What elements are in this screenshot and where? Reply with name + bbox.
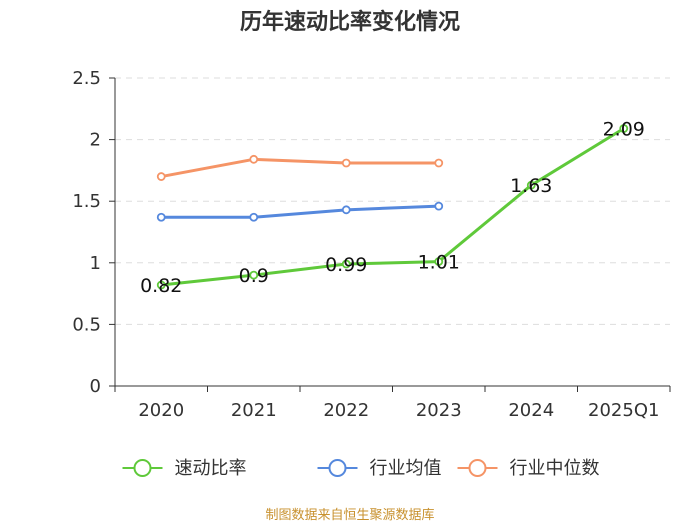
axes: 0 0.5 1 1.5 2 2.5 2020 2021 2022 2023 2024 2025Q1 xyxy=(72,68,671,421)
source-note: 制图数据来自恒生聚源数据库 xyxy=(265,507,434,523)
grid-lines xyxy=(115,77,670,325)
legend-label: 行业均值 xyxy=(370,458,442,479)
data-point xyxy=(249,212,259,222)
y-tick-label: 2.5 xyxy=(72,68,101,89)
legend-item[interactable]: 行业中位数 xyxy=(457,458,600,479)
data-label: 0.99 xyxy=(325,254,367,276)
data-point xyxy=(434,257,444,266)
series-line xyxy=(161,204,439,219)
data-point xyxy=(434,158,444,168)
series-line xyxy=(161,127,625,287)
series-line xyxy=(160,157,439,179)
data-point xyxy=(156,280,166,290)
data-point xyxy=(341,158,351,168)
data-label: 2.09 xyxy=(603,119,645,141)
legend-item[interactable]: 行业均值 xyxy=(317,458,442,479)
x-tick-label: 2020 xyxy=(138,400,184,421)
y-tick-label: 1 xyxy=(90,253,101,274)
data-label: 1.01 xyxy=(418,252,460,274)
x-tick-label: 2023 xyxy=(416,400,462,421)
legend-label: 行业中位数 xyxy=(510,458,600,479)
data-point xyxy=(619,124,629,133)
y-tick-label: 0.5 xyxy=(72,314,101,335)
data-label: 1.63 xyxy=(510,175,552,197)
data-point xyxy=(249,270,259,280)
data-point xyxy=(249,154,259,164)
data-point xyxy=(434,201,444,211)
data-label: 0.9 xyxy=(239,265,269,287)
legend-marker xyxy=(328,459,347,477)
data-point xyxy=(526,180,536,190)
legend-marker xyxy=(468,459,487,477)
series-group xyxy=(156,124,629,290)
data-labels: 0.82 0.9 0.99 1.01 1.63 2.09 xyxy=(140,119,645,297)
y-tick-label: 1.5 xyxy=(72,191,101,212)
data-point xyxy=(156,172,166,181)
y-tick-label: 0 xyxy=(90,376,101,397)
legend-marker xyxy=(133,459,152,477)
x-tick-label: 2022 xyxy=(323,400,369,421)
data-point xyxy=(341,205,351,215)
x-tick-label: 2025Q1 xyxy=(588,400,659,421)
data-point xyxy=(341,259,351,269)
x-tick-label: 2021 xyxy=(231,400,277,421)
data-label: 0.82 xyxy=(140,275,182,297)
legend: 速动比率 行业均值 行业中位数 xyxy=(122,458,600,479)
y-tick-label: 2 xyxy=(90,130,101,151)
x-tick-label: 2024 xyxy=(508,400,554,421)
chart-title: 历年速动比率变化情况 xyxy=(240,9,460,35)
legend-item[interactable]: 速动比率 xyxy=(122,458,247,479)
legend-label: 速动比率 xyxy=(175,458,247,479)
data-point xyxy=(156,212,166,222)
